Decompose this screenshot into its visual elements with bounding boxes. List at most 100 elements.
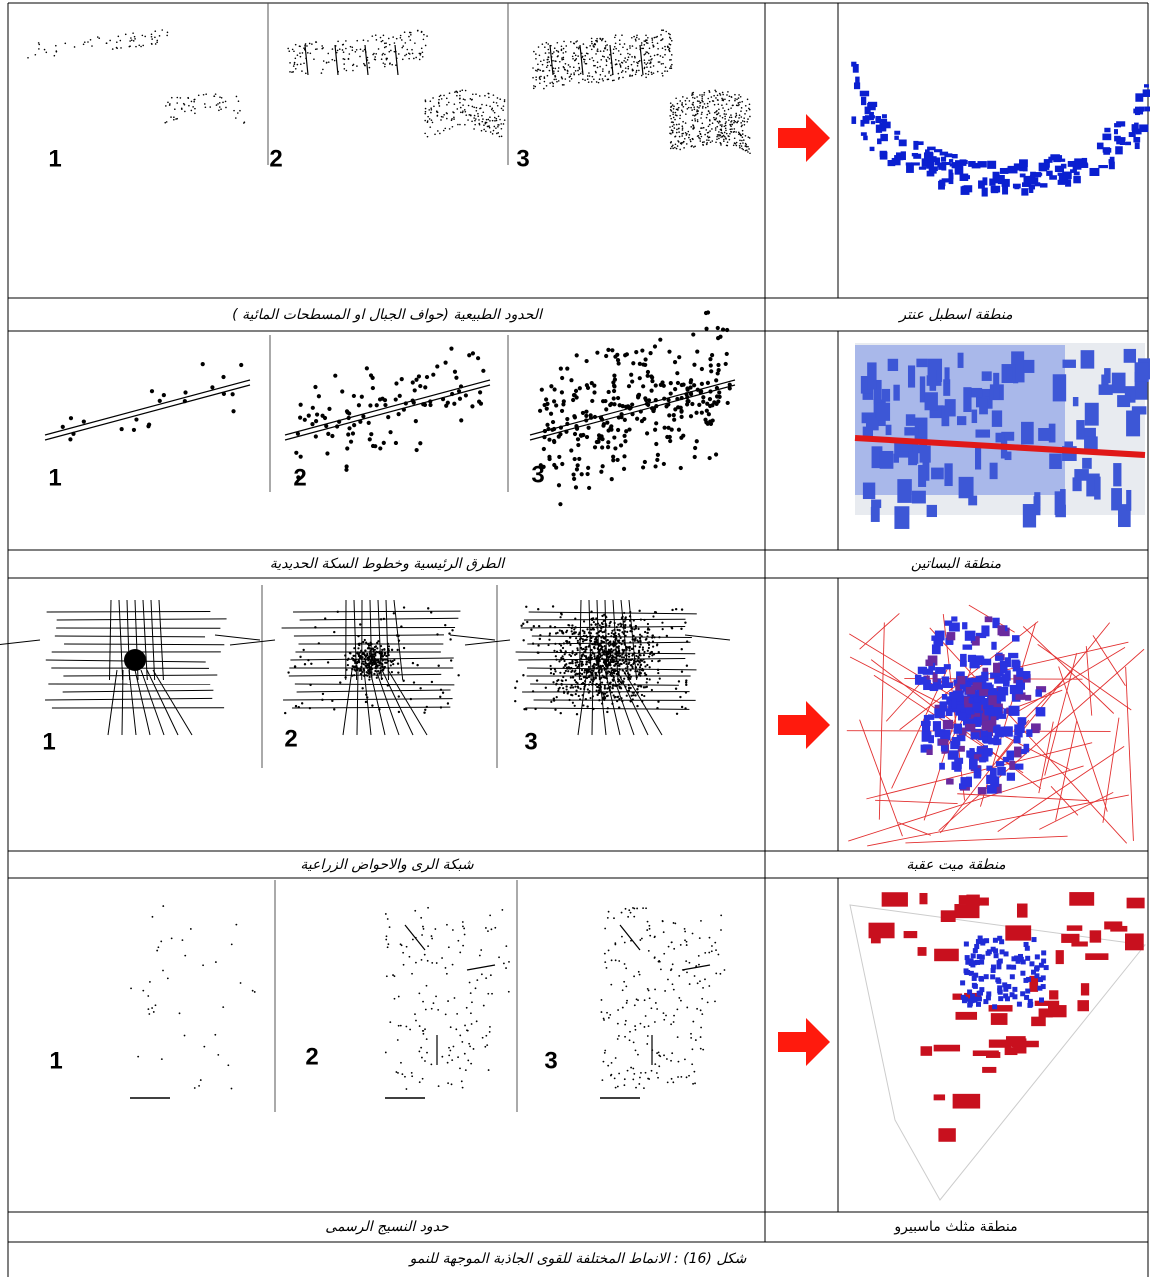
dot — [553, 79, 555, 81]
dot — [681, 102, 683, 104]
dot — [446, 112, 448, 114]
dot — [616, 629, 618, 631]
block — [949, 622, 960, 631]
dot — [315, 41, 317, 43]
dot — [608, 645, 610, 647]
dot — [476, 1020, 478, 1022]
dot — [573, 74, 575, 76]
dot — [649, 666, 651, 668]
dot — [720, 94, 722, 96]
dot — [619, 39, 621, 41]
dot — [542, 447, 546, 451]
dot — [601, 999, 603, 1001]
dot — [593, 655, 595, 657]
dot — [613, 52, 615, 54]
dot — [619, 443, 623, 447]
dot — [374, 646, 376, 648]
dot — [629, 1039, 631, 1041]
dot — [577, 640, 579, 642]
dot — [503, 105, 505, 107]
dot — [71, 432, 75, 436]
dot — [655, 37, 657, 39]
dot — [457, 1056, 459, 1058]
dot — [740, 122, 742, 124]
dot — [129, 40, 131, 42]
dot — [605, 635, 607, 637]
dot — [603, 620, 605, 622]
dot — [395, 1071, 397, 1073]
dot — [363, 652, 365, 654]
block — [913, 141, 918, 150]
dot — [477, 113, 479, 115]
dot — [590, 611, 592, 613]
dot — [702, 987, 704, 989]
dot — [466, 1007, 468, 1009]
dot — [453, 118, 455, 120]
dot — [614, 665, 616, 667]
dot — [671, 121, 673, 123]
dot — [621, 643, 623, 645]
dot — [82, 420, 86, 424]
dot — [345, 446, 349, 450]
dot — [657, 672, 659, 674]
dot — [726, 133, 728, 135]
dot — [657, 669, 659, 671]
dot — [438, 99, 440, 101]
dot — [628, 56, 630, 58]
dot — [723, 113, 725, 115]
dot — [610, 984, 612, 986]
block — [960, 980, 965, 985]
dot — [649, 48, 651, 50]
dot — [456, 1013, 458, 1015]
dot — [498, 956, 500, 958]
dot — [356, 662, 358, 664]
dot — [573, 66, 575, 68]
block — [981, 625, 989, 636]
dot — [363, 39, 365, 41]
block — [861, 132, 867, 136]
dot — [522, 639, 524, 641]
dot — [69, 416, 73, 420]
dot — [132, 428, 136, 432]
dot — [461, 1041, 463, 1043]
block — [1023, 504, 1036, 527]
dot — [701, 96, 703, 98]
dot — [717, 99, 719, 101]
dot — [309, 707, 311, 709]
dot — [610, 659, 612, 661]
dot — [298, 416, 302, 420]
dot — [584, 649, 586, 651]
dot — [470, 404, 474, 408]
dot — [673, 1015, 675, 1017]
dot — [676, 148, 678, 150]
dot — [605, 661, 607, 663]
dot — [625, 908, 627, 910]
dot — [464, 393, 468, 397]
block — [1021, 959, 1026, 964]
dot — [630, 402, 634, 406]
dot — [720, 914, 722, 916]
dot — [646, 403, 650, 407]
panel-number: 3 — [516, 145, 529, 172]
dot — [647, 650, 649, 652]
dot — [661, 622, 663, 624]
dot — [570, 73, 572, 75]
dot — [508, 961, 510, 963]
dot — [596, 690, 598, 692]
dot — [423, 385, 427, 389]
dot — [617, 1023, 619, 1025]
dot — [488, 119, 490, 121]
dot — [649, 997, 651, 999]
dot — [584, 410, 588, 414]
dot — [702, 142, 704, 144]
dot — [383, 648, 385, 650]
block — [1016, 680, 1023, 689]
dot — [501, 128, 503, 130]
dot — [669, 43, 671, 45]
dot — [578, 63, 580, 65]
block — [860, 91, 869, 97]
dot — [552, 85, 554, 87]
dot — [639, 637, 641, 639]
dot — [566, 640, 568, 642]
dot — [535, 79, 537, 81]
